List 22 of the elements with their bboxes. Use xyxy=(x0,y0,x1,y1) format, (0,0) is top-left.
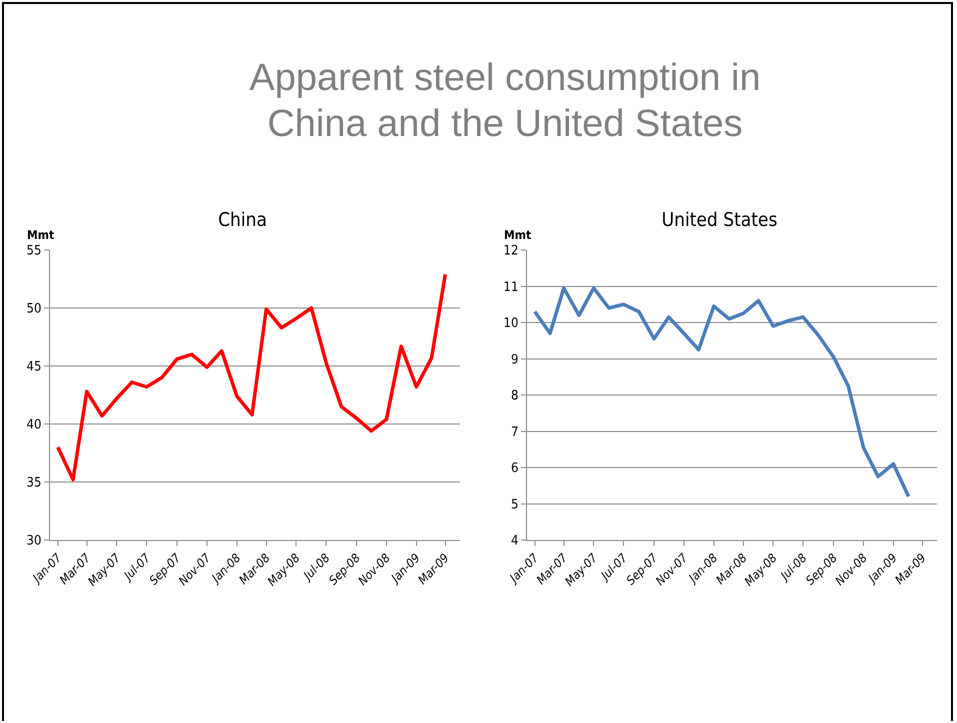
y-tick-label: 8 xyxy=(510,388,518,404)
chart-title: China xyxy=(218,208,267,231)
y-tick-label: 7 xyxy=(510,424,518,440)
y-tick-label: 55 xyxy=(26,244,42,259)
line-series xyxy=(533,286,910,498)
text: Apparent steel consumption in China and the United States xyxy=(248,56,762,147)
y-axis-title: Mmt xyxy=(27,228,54,242)
y-tick-label: 5 xyxy=(510,497,518,512)
y-tick-label: 40 xyxy=(26,418,42,433)
y-tick-label: 4 xyxy=(510,534,518,549)
y-tick-label: 35 xyxy=(26,476,42,491)
y-tick-label: 45 xyxy=(26,360,42,375)
y-tick-label: 11 xyxy=(504,280,518,295)
line-series xyxy=(56,272,448,482)
y-tick-label: 50 xyxy=(26,302,42,317)
y-axis-title: Mmt xyxy=(504,228,532,242)
chart-title: United States xyxy=(662,208,778,231)
y-tick-label: 10 xyxy=(504,316,518,332)
y-tick-label: 6 xyxy=(510,461,518,476)
y-tick-label: 9 xyxy=(510,352,518,368)
y-tick-label: 12 xyxy=(504,244,518,259)
y-tick-label: 30 xyxy=(26,534,42,549)
